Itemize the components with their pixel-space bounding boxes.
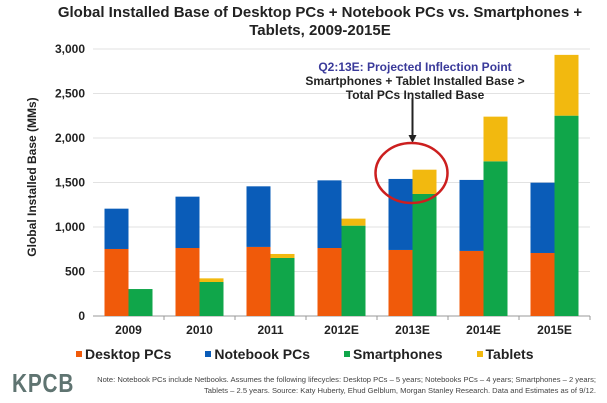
bar-notebook-pcs [530,182,555,253]
legend-label: Smartphones [353,346,443,362]
annotation: Q2:13E: Projected Inflection Point Smart… [270,60,560,102]
legend-swatch [476,351,483,357]
annotation-headline: Q2:13E: Projected Inflection Point [318,60,512,74]
y-tick-label: 500 [65,265,85,279]
bar-notebook-pcs [317,180,342,249]
legend-item-notebook: Notebook PCs [205,346,310,362]
bar-desktop-pcs [246,246,271,316]
chart-title: Global Installed Base of Desktop PCs + N… [57,4,583,39]
bar-desktop-pcs [104,248,129,316]
annotation-line2: Smartphones + Tablet Installed Base > [305,74,525,88]
bar-desktop-pcs [175,248,200,316]
x-tick-label: 2015E [537,323,572,337]
bar-tablets [412,169,437,194]
highlight-circle [374,141,449,205]
bar-smartphones [341,225,366,316]
y-tick-label: 0 [78,309,85,323]
legend-label: Tablets [485,346,534,362]
bar-desktop-pcs [530,252,555,316]
bar-notebook-pcs [246,186,271,247]
bar-tablets [483,116,508,162]
bar-desktop-pcs [388,249,413,316]
kpcb-logo: KPCB [12,368,75,398]
bar-tablets [341,218,366,226]
x-tick-label: 2010 [186,323,213,337]
bar-desktop-pcs [317,248,342,316]
bar-notebook-pcs [459,179,484,251]
bar-smartphones [412,193,437,316]
y-tick-label: 3,000 [55,42,85,56]
bar-notebook-pcs [104,208,129,249]
bar-smartphones [483,161,508,316]
legend-item-desktop: Desktop PCs [76,346,171,362]
legend-item-tablets: Tablets [476,346,534,362]
bar-notebook-pcs [175,196,200,249]
y-tick-label: 1,500 [55,176,85,190]
x-tick-label: 2012E [324,323,359,337]
legend-swatch [76,351,82,357]
x-tick-label: 2011 [257,323,283,337]
y-tick-label: 2,000 [55,131,85,145]
bar-smartphones [270,257,295,316]
x-tick-label: 2013E [395,323,430,337]
bar-smartphones [554,115,579,316]
bar-desktop-pcs [459,250,484,316]
bar-tablets [270,253,295,258]
bar-smartphones [128,289,153,316]
legend-swatch [344,351,351,357]
arrow-head-icon [408,135,417,143]
legend-swatch [205,351,212,357]
legend-label: Notebook PCs [214,346,311,362]
y-tick-label: 1,000 [55,220,85,234]
bar-tablets [554,54,579,116]
legend-item-smartphones: Smartphones [344,346,443,362]
footnote: Note: Notebook PCs include Netbooks. Ass… [97,375,596,395]
bar-notebook-pcs [388,178,413,250]
annotation-line3: Total PCs Installed Base [345,88,485,102]
legend-label: Desktop PCs [85,346,172,362]
legend: Desktop PCs Notebook PCs Smartphones Tab… [76,346,568,362]
x-tick-label: 2014E [466,323,501,337]
x-tick-label: 2009 [115,323,142,337]
bar-tablets [199,278,224,283]
bar-smartphones [199,282,224,316]
y-tick-label: 2,500 [55,87,85,101]
